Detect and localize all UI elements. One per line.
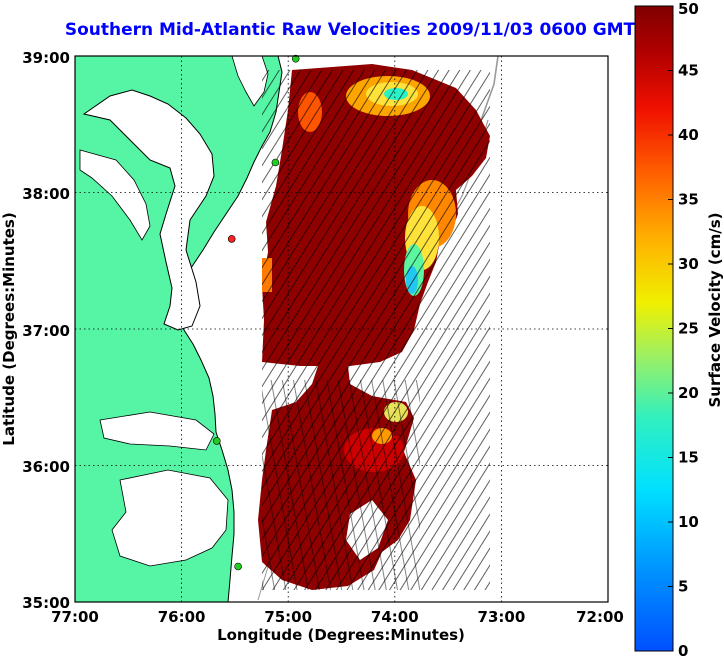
colorbar-label: Surface Velocity (cm/s) — [706, 212, 724, 407]
colorbar-tick-label: 25 — [678, 320, 699, 338]
station-marker-3 — [227, 235, 236, 243]
station-marker-5 — [234, 562, 242, 571]
y-tick-label: 36:00 — [22, 458, 70, 476]
delaware-bay — [231, 56, 269, 107]
chesapeake-bay — [82, 89, 215, 331]
colorbar-tick-label: 50 — [678, 0, 699, 18]
colorbar-tick-label: 10 — [678, 513, 699, 531]
colorbar-tick-label: 20 — [678, 384, 699, 402]
x-tick-label: 73:00 — [478, 608, 526, 626]
grid — [75, 56, 608, 602]
x-tick-label: 77:00 — [51, 608, 99, 626]
colorbar-tick-label: 0 — [678, 642, 688, 659]
plot-frame — [74, 55, 609, 603]
station-marker-4 — [213, 437, 221, 445]
y-axis-ticks: 39:00 38:00 37:00 36:00 35:00 — [22, 49, 70, 612]
station-marker-2 — [271, 158, 280, 167]
colorbar-gradient — [634, 5, 674, 652]
colorbar-tick-label: 5 — [678, 578, 688, 596]
colorbar-tick-label: 35 — [678, 191, 699, 209]
y-axis-label: Latitude (Degrees:Minutes) — [0, 212, 18, 445]
y-tick-label: 37:00 — [22, 322, 70, 340]
velocity-field — [258, 64, 490, 590]
colorbar-tick-label: 30 — [678, 255, 699, 273]
station-marker-1 — [291, 54, 300, 63]
x-tick-label: 75:00 — [264, 608, 312, 626]
chart-title: Southern Mid-Atlantic Raw Velocities 200… — [64, 20, 636, 40]
x-axis-label: Longitude (Degrees:Minutes) — [217, 626, 465, 644]
colorbar-tick-label: 40 — [678, 126, 699, 144]
x-tick-label: 74:00 — [371, 608, 419, 626]
y-tick-label: 39:00 — [22, 49, 70, 67]
colorbar-tick-label: 15 — [678, 449, 699, 467]
y-tick-label: 38:00 — [22, 185, 70, 203]
x-tick-label: 72:00 — [576, 608, 624, 626]
y-tick-label: 35:00 — [22, 594, 70, 612]
colorbar-tick-label: 45 — [678, 62, 699, 80]
pamlico-sound — [111, 469, 229, 567]
colorbar-ticks: 0 5 10 15 20 25 30 35 40 45 50 — [668, 0, 699, 659]
albemarle-sound — [99, 411, 215, 451]
station-markers — [213, 54, 300, 571]
x-tick-label: 76:00 — [158, 608, 206, 626]
x-axis-ticks: 77:00 76:00 75:00 74:00 73:00 72:00 — [51, 608, 624, 626]
bay-inlet — [79, 149, 151, 241]
